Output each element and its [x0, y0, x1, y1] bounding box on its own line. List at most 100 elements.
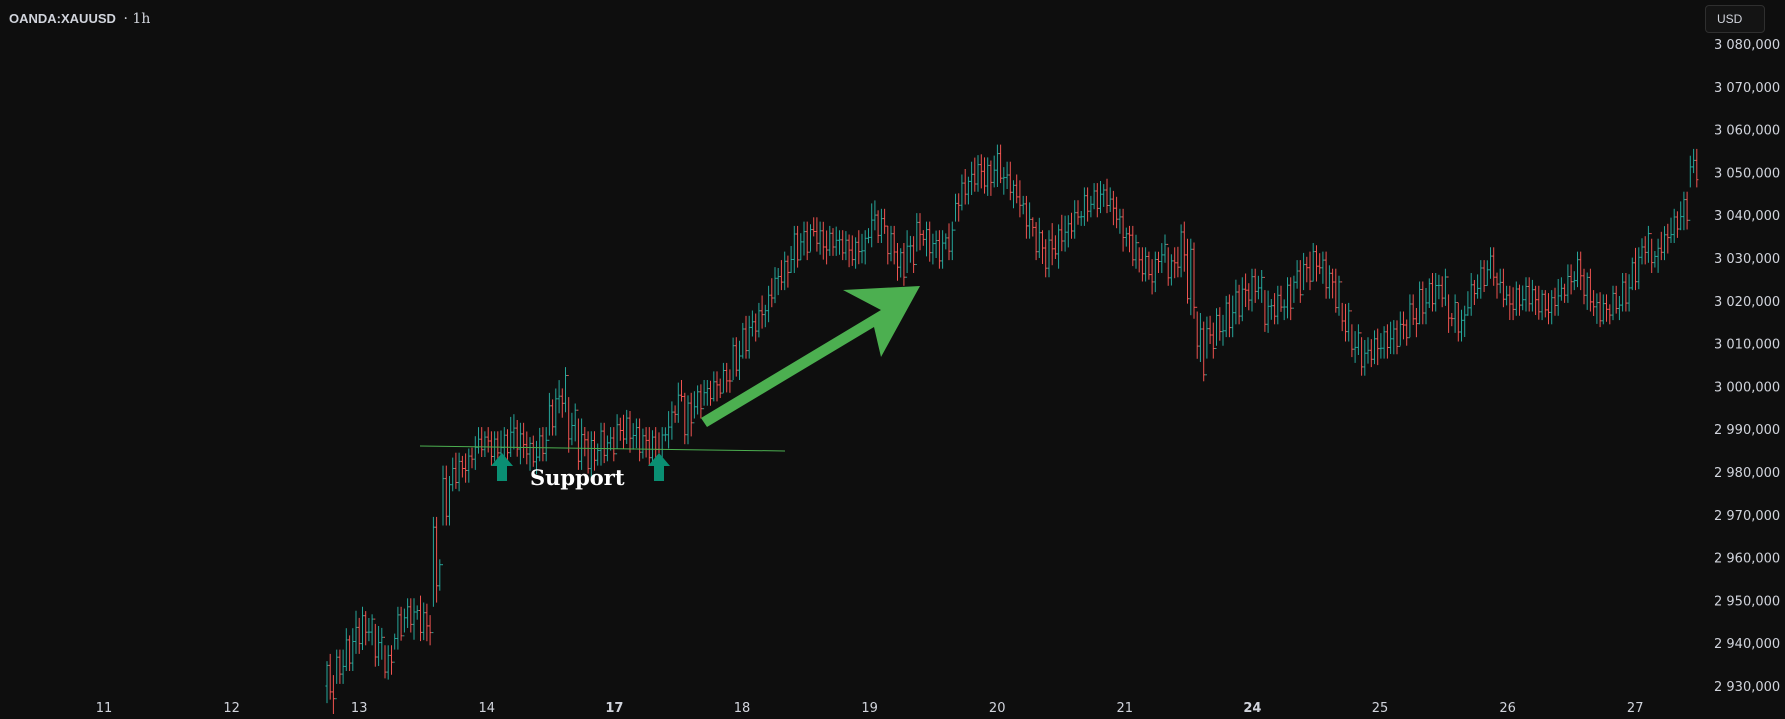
candle [1398, 311, 1402, 347]
candle [779, 260, 783, 291]
time-tick-label: 18 [734, 701, 751, 716]
candle [770, 278, 774, 308]
candle [1044, 239, 1048, 278]
candle [1666, 223, 1670, 254]
candle [1250, 268, 1254, 312]
candle [1369, 339, 1373, 368]
support-arrow-icon[interactable] [648, 453, 670, 481]
candle [1224, 295, 1228, 338]
candle [1331, 268, 1335, 299]
candle [841, 230, 845, 261]
candle [1598, 292, 1602, 328]
candle [796, 225, 800, 268]
price-tick-label: 2 980,000 [1714, 466, 1780, 481]
candle [1095, 183, 1099, 218]
candle [360, 606, 365, 650]
candle [734, 337, 738, 377]
candle [699, 384, 703, 419]
candle [1137, 242, 1141, 273]
candle [389, 645, 394, 675]
candle [1079, 211, 1083, 226]
candle [602, 422, 606, 464]
candle [1569, 264, 1573, 295]
candle [1385, 324, 1389, 359]
currency-button[interactable]: USD [1705, 5, 1765, 33]
candle [1115, 196, 1119, 229]
candle [825, 230, 829, 265]
price-axis[interactable]: 2 930,000 2 940,000 2 950,000 2 960,000 2 97… [1714, 38, 1780, 695]
candle [1434, 273, 1438, 312]
candle [876, 210, 880, 243]
candle [757, 302, 761, 338]
candle [1337, 275, 1341, 316]
candle [647, 427, 651, 466]
candle [957, 193, 961, 222]
time-axis[interactable]: 11 12 13 14 17 18 19 20 21 24 25 26 27 [96, 701, 1644, 716]
time-tick-label: 11 [96, 701, 113, 716]
candle [1256, 275, 1260, 300]
candle [1189, 238, 1193, 316]
candle [464, 453, 468, 483]
candle [737, 340, 742, 380]
price-tick-label: 2 930,000 [1714, 680, 1780, 695]
candle [1389, 321, 1393, 354]
candle [1221, 314, 1225, 346]
support-line[interactable] [419, 445, 786, 452]
price-tick-label: 2 940,000 [1714, 637, 1780, 652]
currency-label: USD [1717, 12, 1743, 26]
candle [344, 628, 348, 671]
candle [1485, 260, 1489, 286]
candle [692, 391, 696, 424]
support-arrow-icon[interactable] [491, 453, 513, 481]
candle [705, 380, 709, 406]
candle [673, 405, 677, 423]
candle [683, 392, 687, 445]
price-tick-label: 2 990,000 [1714, 423, 1780, 438]
candle [1037, 217, 1041, 258]
candle [1601, 294, 1605, 325]
candle [1692, 148, 1696, 174]
candle [393, 633, 397, 663]
candle [789, 246, 793, 273]
candle [1360, 332, 1364, 376]
candle [663, 427, 667, 442]
candle [979, 154, 983, 189]
candle [609, 427, 613, 451]
candle [818, 221, 822, 255]
candle [1366, 337, 1370, 364]
candle [702, 380, 706, 410]
candle [451, 457, 455, 492]
candle [570, 412, 574, 446]
candle [1440, 276, 1444, 308]
candle [1566, 264, 1570, 303]
price-tick-label: 3 080,000 [1714, 38, 1780, 53]
candle [847, 234, 851, 268]
candle [754, 313, 758, 342]
candle [1682, 191, 1686, 231]
candle [383, 636, 387, 679]
candle [1244, 273, 1248, 307]
candle [1334, 268, 1338, 313]
candle [1550, 290, 1554, 325]
candle [941, 230, 945, 269]
trend-arrow-icon[interactable] [701, 286, 920, 427]
candle [1018, 180, 1022, 218]
support-label[interactable]: Support [530, 465, 625, 490]
candle [1588, 268, 1592, 312]
candle [899, 248, 903, 278]
candle [557, 380, 561, 414]
candle [1160, 243, 1164, 273]
candle [473, 436, 477, 470]
candle [1659, 231, 1663, 261]
candle [1614, 285, 1618, 314]
candle [538, 427, 542, 462]
candle [679, 380, 684, 402]
candle [1559, 277, 1563, 301]
candle [1563, 283, 1567, 303]
candle [989, 160, 993, 196]
candle [1611, 285, 1615, 321]
candle [857, 230, 861, 265]
candle [480, 427, 484, 457]
candle [1305, 256, 1309, 283]
